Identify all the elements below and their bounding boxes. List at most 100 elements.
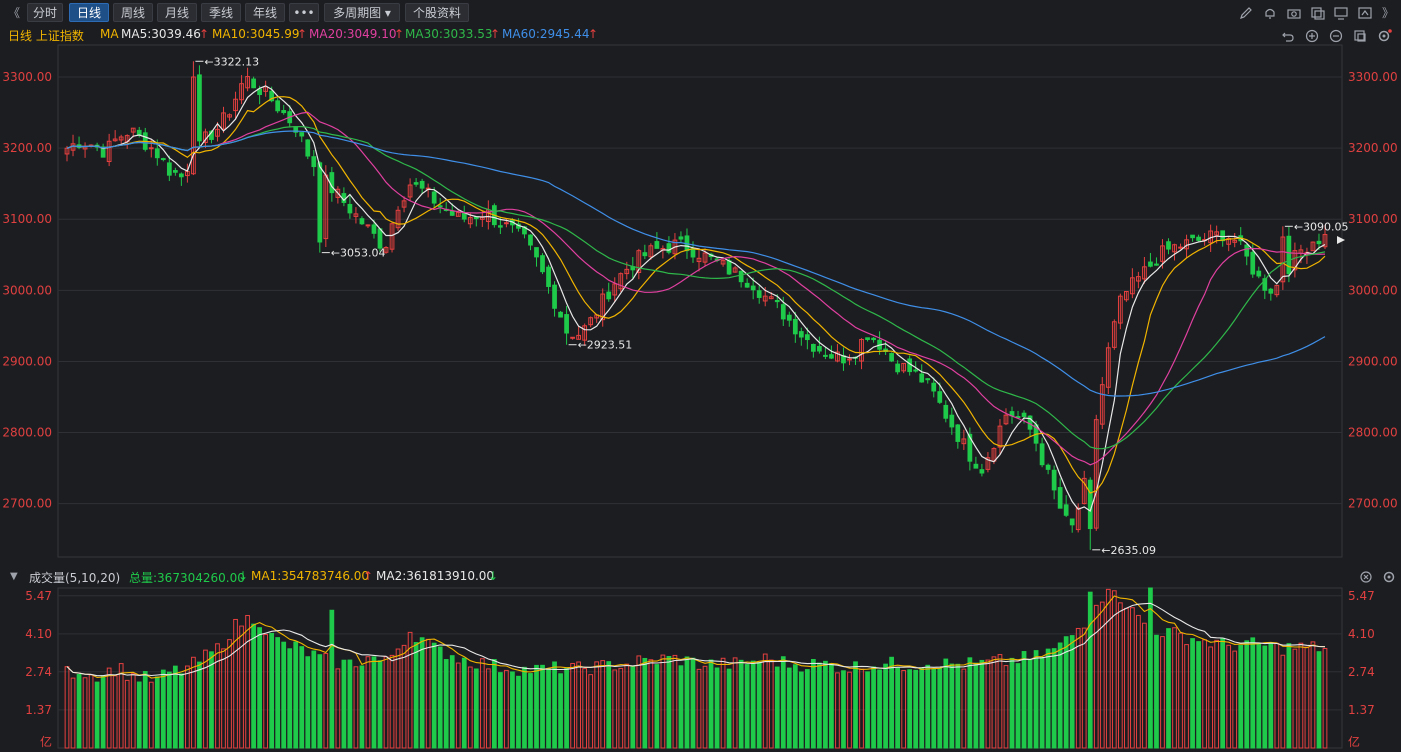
- collapse-arrow-icon[interactable]: 《: [8, 6, 21, 20]
- volume-bar: [582, 668, 588, 749]
- stock-info-button[interactable]: 个股资料: [405, 3, 469, 22]
- candle-body: [570, 336, 575, 339]
- candle-body: [221, 112, 226, 130]
- zoom-out-icon[interactable]: [1328, 28, 1344, 44]
- volume-bar: [1039, 656, 1045, 749]
- volume-bar: [1009, 657, 1015, 749]
- candle-body: [371, 224, 377, 234]
- volume-bar: [431, 642, 437, 749]
- candle: [648, 243, 654, 260]
- candle-body: [1123, 290, 1129, 301]
- candle-body: [148, 147, 154, 150]
- candle: [275, 97, 281, 114]
- candle: [907, 355, 913, 376]
- volume-toggle-icon[interactable]: ▼: [10, 571, 18, 582]
- candle-body: [1286, 235, 1292, 275]
- share-icon[interactable]: [1357, 5, 1373, 21]
- candle: [233, 91, 238, 120]
- volume-bar: [961, 668, 967, 749]
- tab-fenshi[interactable]: 分时: [27, 3, 63, 22]
- candle-body: [245, 76, 250, 89]
- candle-body: [666, 243, 672, 253]
- volume-bar: [299, 646, 305, 749]
- candle: [558, 310, 563, 318]
- copy-icon[interactable]: [1310, 5, 1326, 21]
- ma-line-ma60: [66, 130, 1326, 397]
- monitor-icon[interactable]: [1333, 5, 1349, 21]
- tab-monthly[interactable]: 月线: [157, 3, 197, 22]
- candle-body: [1262, 278, 1268, 291]
- bell-icon[interactable]: [1262, 5, 1278, 21]
- candle-body: [859, 338, 864, 362]
- close-icon[interactable]: [1358, 569, 1374, 585]
- candle-body: [1130, 277, 1135, 295]
- candle-body: [564, 314, 569, 334]
- volume-bar: [684, 656, 690, 749]
- candle: [937, 382, 943, 404]
- ma-label[interactable]: MA: [100, 27, 119, 41]
- candle-body: [1256, 270, 1262, 277]
- volume-bar: [1105, 588, 1111, 749]
- candle-body: [750, 285, 756, 291]
- candle-body: [227, 114, 232, 118]
- candle: [1292, 242, 1298, 278]
- candle-body: [407, 184, 413, 198]
- undo-icon[interactable]: [1280, 28, 1296, 44]
- candle: [967, 427, 973, 471]
- tab-yearly[interactable]: 年线: [245, 3, 285, 22]
- tab-quarterly[interactable]: 季线: [201, 3, 241, 22]
- candle: [1123, 290, 1129, 302]
- candle-body: [197, 74, 202, 142]
- candle: [1136, 271, 1141, 289]
- tab-daily[interactable]: 日线: [69, 3, 109, 22]
- volume-bar: [257, 627, 262, 749]
- candle-body: [166, 162, 172, 176]
- candle-body: [1087, 479, 1093, 530]
- candle: [889, 352, 894, 363]
- candle: [540, 253, 545, 275]
- volume-bar: [185, 665, 190, 749]
- candle-body: [1322, 234, 1328, 248]
- candle: [636, 248, 642, 280]
- multi-period-dropdown[interactable]: 多周期图 ▾: [324, 3, 400, 22]
- layers-icon[interactable]: [1352, 28, 1368, 44]
- volume-bar: [937, 667, 943, 749]
- volume-bar: [925, 664, 931, 749]
- expand-arrow-icon[interactable]: 》: [1382, 6, 1395, 20]
- candle-body: [1148, 261, 1153, 267]
- candle: [696, 250, 702, 272]
- tab-weekly[interactable]: 周线: [113, 3, 153, 22]
- volume-bar: [251, 623, 256, 749]
- volume-bar: [1087, 591, 1093, 749]
- candle: [227, 113, 232, 121]
- candle-body: [955, 424, 961, 442]
- price-tick-right: 2900.00: [1348, 354, 1398, 368]
- price-tick-left: 3000.00: [2, 283, 52, 297]
- pencil-icon[interactable]: [1238, 5, 1254, 21]
- volume-bar: [1280, 654, 1286, 749]
- volume-bar: [245, 615, 250, 749]
- volume-bar: [1148, 587, 1153, 749]
- volume-bar: [1232, 650, 1238, 749]
- volume-settings-icon[interactable]: [1381, 569, 1397, 585]
- camera-icon[interactable]: [1286, 5, 1302, 21]
- candle: [311, 150, 317, 177]
- zoom-in-icon[interactable]: [1304, 28, 1320, 44]
- volume-bar: [1123, 607, 1129, 749]
- candle-body: [823, 354, 828, 357]
- volume-bar: [774, 666, 780, 749]
- volume-bar: [317, 654, 323, 749]
- volume-bar: [973, 662, 979, 749]
- volume-bar: [1057, 642, 1063, 749]
- candle: [383, 246, 389, 254]
- settings-icon[interactable]: [1376, 28, 1392, 44]
- candle: [1202, 233, 1207, 246]
- candle-body: [179, 173, 184, 178]
- candle: [804, 327, 810, 350]
- candle: [1003, 408, 1009, 426]
- volume-bar: [311, 650, 317, 749]
- volume-bar: [118, 663, 124, 749]
- more-button[interactable]: •••: [289, 3, 319, 22]
- volume-bar: [642, 657, 648, 749]
